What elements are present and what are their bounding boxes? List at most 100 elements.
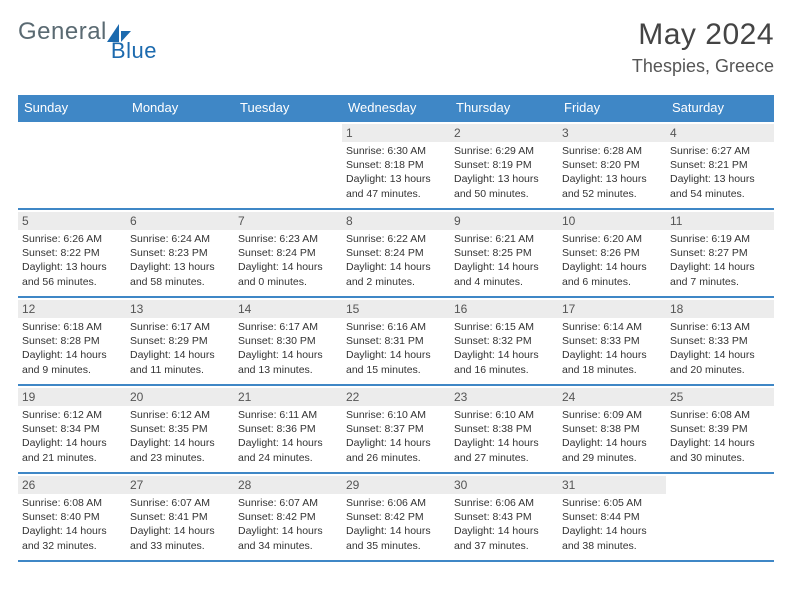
day-cell: 17 Sunrise: 6:14 AMSunset: 8:33 PMDayligh… <box>558 298 666 384</box>
day-number: 11 <box>666 212 774 230</box>
day-number: 7 <box>234 212 342 230</box>
day-info: Sunrise: 6:07 AMSunset: 8:41 PMDaylight:… <box>130 496 230 553</box>
week-row: 12 Sunrise: 6:18 AMSunset: 8:28 PMDayligh… <box>18 296 774 384</box>
calendar-bottom-border <box>18 560 774 562</box>
day-cell: 5 Sunrise: 6:26 AMSunset: 8:22 PMDaylight… <box>18 210 126 296</box>
header-row: General Blue May 2024 Thespies, Greece <box>18 18 774 77</box>
day-cell: 8 Sunrise: 6:22 AMSunset: 8:24 PMDaylight… <box>342 210 450 296</box>
weekday-header: Monday <box>126 95 234 120</box>
day-cell: 15Sunrise: 6:16 AMSunset: 8:31 PMDayligh… <box>342 298 450 384</box>
day-number: 23 <box>450 388 558 406</box>
day-number: 10 <box>558 212 666 230</box>
week-row: 1 Sunrise: 6:30 AMSunset: 8:18 PMDaylight… <box>18 120 774 208</box>
day-cell: 7 Sunrise: 6:23 AMSunset: 8:24 PMDaylight… <box>234 210 342 296</box>
day-info: Sunrise: 6:10 AMSunset: 8:37 PMDaylight:… <box>346 408 446 465</box>
weekday-header-row: SundayMondayTuesdayWednesdayThursdayFrid… <box>18 95 774 120</box>
day-info: Sunrise: 6:09 AMSunset: 8:38 PMDaylight:… <box>562 408 662 465</box>
weekday-header: Saturday <box>666 95 774 120</box>
day-cell: 3Sunrise: 6:28 AMSunset: 8:20 PMDaylight… <box>558 122 666 208</box>
day-cell <box>18 122 126 208</box>
day-cell: 25 Sunrise: 6:08 AMSunset: 8:39 PMDayligh… <box>666 386 774 472</box>
day-number: 12 <box>18 300 126 318</box>
day-number: 13 <box>126 300 234 318</box>
day-info: Sunrise: 6:06 AMSunset: 8:43 PMDaylight:… <box>454 496 554 553</box>
week-row: 26Sunrise: 6:08 AMSunset: 8:40 PMDayligh… <box>18 472 774 560</box>
day-info: Sunrise: 6:10 AMSunset: 8:38 PMDaylight:… <box>454 408 554 465</box>
day-cell: 9Sunrise: 6:21 AMSunset: 8:25 PMDaylight… <box>450 210 558 296</box>
day-cell: 4 Sunrise: 6:27 AMSunset: 8:21 PMDaylight… <box>666 122 774 208</box>
day-cell: 22Sunrise: 6:10 AMSunset: 8:37 PMDayligh… <box>342 386 450 472</box>
day-info: Sunrise: 6:11 AMSunset: 8:36 PMDaylight:… <box>238 408 338 465</box>
month-title: May 2024 <box>632 18 774 52</box>
day-number: 19 <box>18 388 126 406</box>
day-cell: 12 Sunrise: 6:18 AMSunset: 8:28 PMDayligh… <box>18 298 126 384</box>
day-number: 18 <box>666 300 774 318</box>
day-info: Sunrise: 6:17 AMSunset: 8:29 PMDaylight:… <box>130 320 230 377</box>
day-info: Sunrise: 6:22 AMSunset: 8:24 PMDaylight:… <box>346 232 446 289</box>
day-number: 2 <box>450 124 558 142</box>
day-cell: 24 Sunrise: 6:09 AMSunset: 8:38 PMDayligh… <box>558 386 666 472</box>
brand-name-1: General <box>18 18 107 46</box>
day-number: 1 <box>342 124 450 142</box>
brand-name-2: Blue <box>111 38 157 64</box>
day-cell: 1 Sunrise: 6:30 AMSunset: 8:18 PMDaylight… <box>342 122 450 208</box>
day-info: Sunrise: 6:27 AMSunset: 8:21 PMDaylight:… <box>670 144 770 201</box>
day-info: Sunrise: 6:30 AMSunset: 8:18 PMDaylight:… <box>346 144 446 201</box>
day-number: 27 <box>126 476 234 494</box>
title-block: May 2024 Thespies, Greece <box>632 18 774 77</box>
day-number: 8 <box>342 212 450 230</box>
day-cell: 2 Sunrise: 6:29 AMSunset: 8:19 PMDaylight… <box>450 122 558 208</box>
day-cell: 13 Sunrise: 6:17 AMSunset: 8:29 PMDayligh… <box>126 298 234 384</box>
day-cell <box>126 122 234 208</box>
weekday-header: Sunday <box>18 95 126 120</box>
day-number: 28 <box>234 476 342 494</box>
day-cell: 14Sunrise: 6:17 AMSunset: 8:30 PMDayligh… <box>234 298 342 384</box>
day-info: Sunrise: 6:16 AMSunset: 8:31 PMDaylight:… <box>346 320 446 377</box>
day-number: 5 <box>18 212 126 230</box>
weekday-header: Thursday <box>450 95 558 120</box>
day-number: 30 <box>450 476 558 494</box>
day-info: Sunrise: 6:08 AMSunset: 8:40 PMDaylight:… <box>22 496 122 553</box>
day-info: Sunrise: 6:15 AMSunset: 8:32 PMDaylight:… <box>454 320 554 377</box>
day-number: 9 <box>450 212 558 230</box>
day-cell: 11 Sunrise: 6:19 AMSunset: 8:27 PMDayligh… <box>666 210 774 296</box>
day-number: 29 <box>342 476 450 494</box>
day-number: 6 <box>126 212 234 230</box>
day-cell: 19 Sunrise: 6:12 AMSunset: 8:34 PMDayligh… <box>18 386 126 472</box>
day-cell: 30 Sunrise: 6:06 AMSunset: 8:43 PMDayligh… <box>450 474 558 560</box>
day-cell: 28 Sunrise: 6:07 AMSunset: 8:42 PMDayligh… <box>234 474 342 560</box>
day-number: 17 <box>558 300 666 318</box>
day-info: Sunrise: 6:14 AMSunset: 8:33 PMDaylight:… <box>562 320 662 377</box>
day-number: 4 <box>666 124 774 142</box>
day-cell <box>666 474 774 560</box>
day-cell: 21Sunrise: 6:11 AMSunset: 8:36 PMDayligh… <box>234 386 342 472</box>
day-info: Sunrise: 6:24 AMSunset: 8:23 PMDaylight:… <box>130 232 230 289</box>
day-info: Sunrise: 6:07 AMSunset: 8:42 PMDaylight:… <box>238 496 338 553</box>
day-info: Sunrise: 6:12 AMSunset: 8:35 PMDaylight:… <box>130 408 230 465</box>
day-cell: 6 Sunrise: 6:24 AMSunset: 8:23 PMDaylight… <box>126 210 234 296</box>
day-info: Sunrise: 6:12 AMSunset: 8:34 PMDaylight:… <box>22 408 122 465</box>
weekday-header: Friday <box>558 95 666 120</box>
day-cell <box>234 122 342 208</box>
day-info: Sunrise: 6:29 AMSunset: 8:19 PMDaylight:… <box>454 144 554 201</box>
week-row: 5 Sunrise: 6:26 AMSunset: 8:22 PMDaylight… <box>18 208 774 296</box>
day-info: Sunrise: 6:19 AMSunset: 8:27 PMDaylight:… <box>670 232 770 289</box>
day-number: 20 <box>126 388 234 406</box>
day-info: Sunrise: 6:13 AMSunset: 8:33 PMDaylight:… <box>670 320 770 377</box>
day-number: 16 <box>450 300 558 318</box>
day-cell: 31 Sunrise: 6:05 AMSunset: 8:44 PMDayligh… <box>558 474 666 560</box>
day-number: 24 <box>558 388 666 406</box>
day-number: 3 <box>558 124 666 142</box>
calendar-page: General Blue May 2024 Thespies, Greece S… <box>0 0 792 562</box>
day-info: Sunrise: 6:05 AMSunset: 8:44 PMDaylight:… <box>562 496 662 553</box>
calendar-grid: SundayMondayTuesdayWednesdayThursdayFrid… <box>18 95 774 562</box>
day-info: Sunrise: 6:08 AMSunset: 8:39 PMDaylight:… <box>670 408 770 465</box>
day-info: Sunrise: 6:18 AMSunset: 8:28 PMDaylight:… <box>22 320 122 377</box>
day-number: 31 <box>558 476 666 494</box>
day-cell: 27 Sunrise: 6:07 AMSunset: 8:41 PMDayligh… <box>126 474 234 560</box>
day-info: Sunrise: 6:26 AMSunset: 8:22 PMDaylight:… <box>22 232 122 289</box>
day-info: Sunrise: 6:23 AMSunset: 8:24 PMDaylight:… <box>238 232 338 289</box>
location-label: Thespies, Greece <box>632 56 774 77</box>
day-info: Sunrise: 6:06 AMSunset: 8:42 PMDaylight:… <box>346 496 446 553</box>
day-number: 25 <box>666 388 774 406</box>
